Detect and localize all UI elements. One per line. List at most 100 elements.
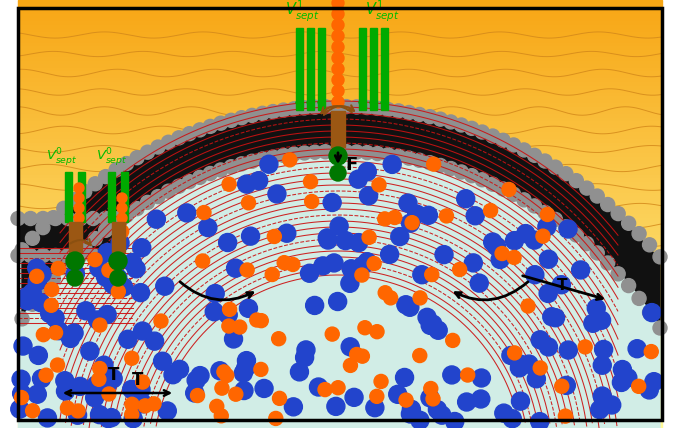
Circle shape [332,8,344,20]
Circle shape [109,252,127,270]
Bar [18,54,662,57]
Circle shape [66,252,84,270]
Circle shape [645,373,663,391]
Bar [78,172,85,222]
Bar [331,111,345,147]
Text: $V^0_{sept}$: $V^0_{sept}$ [46,146,78,168]
Circle shape [141,145,154,159]
Circle shape [284,398,303,416]
Circle shape [332,30,344,42]
Bar [18,407,662,410]
Circle shape [401,214,420,232]
Circle shape [613,374,630,392]
Circle shape [215,381,229,395]
Circle shape [214,163,228,177]
Circle shape [528,148,541,162]
Circle shape [256,152,269,166]
Circle shape [32,294,50,312]
Circle shape [453,262,466,276]
Circle shape [475,125,489,139]
Circle shape [102,387,116,401]
Circle shape [61,330,80,348]
Bar [18,321,662,324]
Circle shape [433,158,447,172]
Circle shape [297,146,311,160]
Circle shape [220,369,234,383]
Circle shape [305,194,319,208]
Circle shape [18,292,36,310]
Bar [18,168,662,171]
Circle shape [332,96,344,108]
Circle shape [538,218,556,236]
Circle shape [93,318,107,332]
Circle shape [358,163,376,181]
Bar [18,342,662,346]
Bar [18,125,662,128]
Circle shape [528,199,541,213]
Circle shape [308,100,322,114]
Circle shape [495,404,513,422]
Circle shape [67,250,82,264]
Circle shape [548,160,562,174]
Circle shape [341,338,359,356]
Bar [18,121,662,125]
Circle shape [28,259,46,277]
Circle shape [67,193,82,207]
Bar [18,289,662,292]
Circle shape [123,253,141,271]
Bar [18,332,662,335]
Circle shape [543,308,561,326]
Bar [112,222,124,252]
Circle shape [318,100,333,114]
Circle shape [255,380,273,398]
Circle shape [593,356,611,374]
Circle shape [643,303,661,321]
Circle shape [29,346,48,364]
Circle shape [25,231,39,245]
Circle shape [350,100,364,114]
Bar [18,0,662,3]
Circle shape [296,348,313,366]
Circle shape [130,151,144,165]
Circle shape [454,165,469,179]
Circle shape [15,243,29,257]
Circle shape [473,369,490,387]
Circle shape [11,249,25,262]
Circle shape [411,411,429,428]
Circle shape [538,205,552,220]
Circle shape [74,213,84,223]
Circle shape [590,246,605,260]
Circle shape [111,249,125,262]
Circle shape [350,145,364,159]
Bar [18,300,662,303]
Circle shape [46,272,61,286]
Circle shape [552,276,571,294]
Circle shape [74,183,84,193]
Circle shape [141,196,154,209]
Circle shape [424,315,442,333]
Circle shape [197,205,211,220]
Circle shape [517,193,531,207]
Circle shape [109,216,123,229]
Circle shape [588,299,605,317]
Bar [18,246,662,250]
Bar [18,211,662,214]
Circle shape [124,351,139,365]
Circle shape [580,181,594,195]
Circle shape [193,170,207,184]
Circle shape [219,306,237,324]
Text: $V^1_{sept}$: $V^1_{sept}$ [364,0,399,24]
Circle shape [98,306,116,324]
Bar [18,46,662,50]
Circle shape [92,372,106,386]
Circle shape [653,321,667,335]
Circle shape [632,227,646,241]
Circle shape [350,170,367,188]
Circle shape [57,201,71,215]
Bar [18,139,662,143]
Circle shape [88,311,107,329]
Circle shape [327,397,345,416]
Circle shape [36,220,50,235]
Bar [18,307,662,310]
Bar [18,71,662,75]
